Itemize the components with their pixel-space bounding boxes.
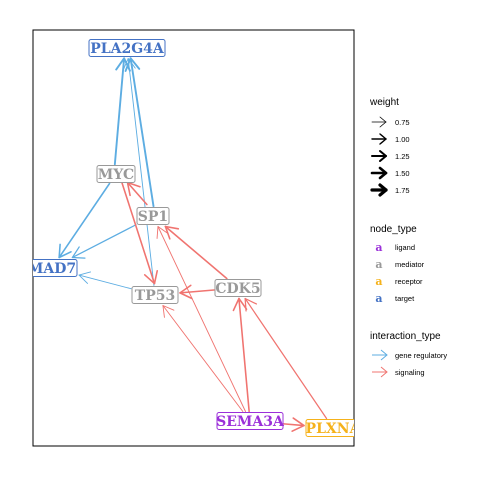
node-plxna: PLXNA [305,419,362,437]
node-myc: MYC [96,165,136,183]
node-sema3a: SEMA3A [216,412,285,430]
node-smad7: MAD7 [28,259,78,277]
legend-node-type-title: node_type [370,224,417,235]
edges-layer [58,57,328,432]
legend-node-glyph: a [375,292,382,305]
nodes-layer: PLA2G4A MYC SP1 MAD7 TP53 CDK5 SEMA3A PLXNA [28,39,362,437]
legend-interaction-item: signaling [372,366,425,378]
legend-weight-item: 1.00 [371,133,410,145]
node-label: MYC [98,167,134,183]
node-box [216,412,284,430]
node-cdk5: CDK5 [214,279,262,297]
legend-node-glyph: a [375,241,382,254]
edge-myc-to-smad7 [58,182,111,259]
legend-node-type-label: target [395,294,415,303]
node-box [136,207,170,225]
node-box [131,286,179,304]
legend-weight-item: 1.25 [371,150,410,162]
edge-plxna-to-cdk5 [244,297,328,420]
legend-node-type-item: a target [375,292,415,305]
edge-tp53-to-smad7 [78,271,132,290]
node-label: PLA2G4A [90,41,165,57]
legend-node-glyph: a [375,258,382,271]
legend-interaction-label: gene regulatory [395,351,447,360]
legend-weight-item: 0.75 [371,116,410,128]
legend-node-type-label: mediator [395,260,425,269]
legend-node-type-label: receptor [395,277,423,286]
node-label: MAD7 [28,261,76,277]
legend-weight-item: 1.75 [370,183,410,197]
legend-node-type-item: a mediator [375,258,424,271]
node-box [33,259,78,277]
edge-myc-to-tp53 [121,181,159,285]
edge-sp1-to-smad7 [71,224,137,259]
legend-interaction-item: gene regulatory [372,349,447,361]
node-label: PLXNA [306,421,362,437]
node-label: CDK5 [215,281,260,297]
node-tp53: TP53 [131,286,179,304]
legend-weight-label: 0.75 [395,118,410,127]
legend-node-type-item: a receptor [375,275,423,288]
legend-interaction-label: signaling [395,368,425,377]
legend-weight-title: weight [369,97,399,108]
legend-weight-label: 1.50 [395,169,410,178]
edge-sp1-to-pla2g4a [124,57,155,208]
legend-node-type-item: a ligand [375,241,415,254]
legend-weight-label: 1.25 [395,152,410,161]
legend: weight 0.75 1.00 1.25 1.50 1.75 node_type a l… [369,97,447,378]
legend-weight-label: 1.00 [395,135,410,144]
edge-sema3a-to-plxna [283,417,305,432]
edge-tp53-to-pla2g4a [123,58,155,286]
legend-node-glyph: a [375,275,382,288]
legend-weight-label: 1.75 [395,186,410,195]
edge-cdk5-to-sp1 [164,225,228,280]
node-box [305,419,354,437]
node-box [88,39,166,57]
node-box [96,165,136,183]
legend-interaction-type-title: interaction_type [370,331,441,342]
legend-weight: weight 0.75 1.00 1.25 1.50 1.75 [369,97,410,197]
legend-node-type: node_type a ligand a mediator a receptor a targ… [370,224,425,305]
edge-sema3a-to-tp53 [162,305,244,412]
node-box [214,279,262,297]
node-pla2g4a: PLA2G4A [88,39,166,57]
node-label: SEMA3A [216,414,285,430]
plot-panel-border [32,29,355,447]
legend-weight-item: 1.50 [370,166,410,180]
node-sp1: SP1 [136,207,170,225]
edge-sema3a-to-sp1 [156,226,246,412]
legend-node-type-label: ligand [395,243,415,252]
node-label: SP1 [138,209,168,225]
edge-sema3a-to-cdk5 [232,297,250,413]
node-label: TP53 [135,288,175,304]
legend-interaction-type: interaction_type gene regulatory signalin… [370,331,447,378]
